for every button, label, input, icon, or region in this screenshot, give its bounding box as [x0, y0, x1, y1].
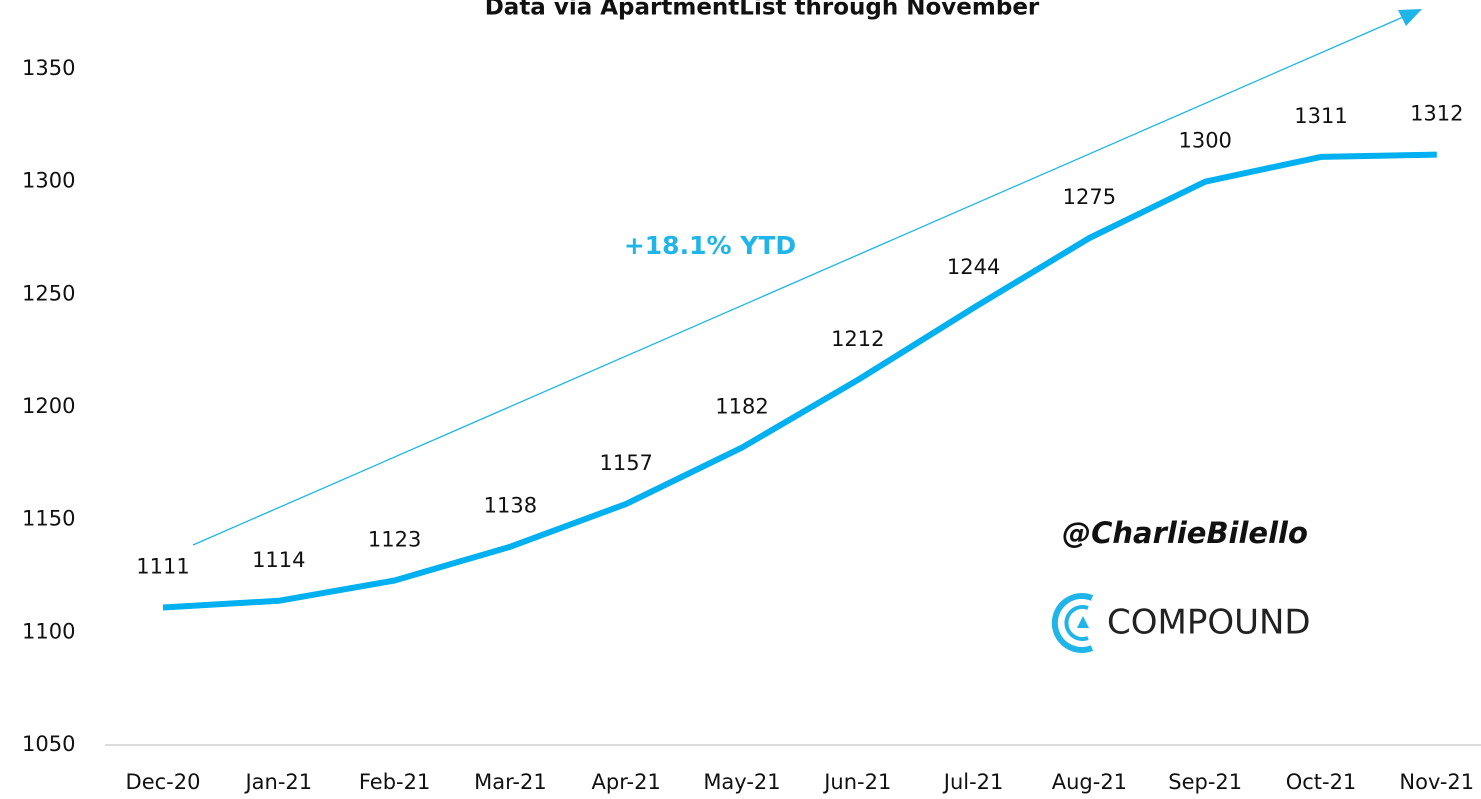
y-tick-label: 1150: [22, 507, 75, 531]
x-tick-label: Apr-21: [592, 770, 661, 794]
data-label: 1311: [1294, 104, 1347, 128]
trend-arrow: [192, 13, 1411, 546]
data-label: 1111: [136, 555, 189, 579]
x-tick-label: Jun-21: [822, 770, 891, 794]
logo-text: COMPOUND: [1107, 603, 1311, 643]
data-label: 1182: [715, 395, 768, 419]
logo-icon: [1051, 593, 1094, 653]
watermark: @CharlieBilello: [1062, 516, 1308, 550]
data-label: 1244: [947, 255, 1000, 279]
y-tick-label: 1200: [22, 394, 75, 418]
arrow-head: [1398, 9, 1422, 26]
y-tick-label: 1350: [22, 56, 75, 80]
x-tick-label: May-21: [703, 770, 780, 794]
data-label: 1275: [1063, 185, 1116, 209]
y-tick-label: 1050: [22, 732, 75, 756]
data-label: 1312: [1410, 102, 1463, 126]
y-tick-label: 1300: [22, 169, 75, 193]
data-label: 1138: [484, 494, 537, 518]
x-tick-label: Aug-21: [1052, 770, 1127, 794]
data-line: [162, 151, 1437, 611]
data-label: 1157: [599, 451, 652, 475]
data-label: 1212: [831, 327, 884, 351]
x-tick-label: Jan-21: [243, 770, 312, 794]
x-tick-label: Jul-21: [942, 770, 1004, 794]
y-tick-label: 1250: [22, 281, 75, 305]
x-tick-label: Sep-21: [1168, 770, 1242, 794]
x-tick-label: Feb-21: [359, 770, 430, 794]
data-label: 1300: [1178, 129, 1231, 153]
chart-subtitle: Data via ApartmentList through November: [485, 0, 1040, 21]
x-tick-label: Oct-21: [1286, 770, 1357, 794]
x-tick-label: Dec-20: [126, 770, 201, 794]
x-tick-label: Mar-21: [474, 770, 547, 794]
y-tick-label: 1100: [22, 619, 75, 643]
data-label: 1123: [368, 528, 421, 552]
x-tick-label: Nov-21: [1399, 770, 1474, 794]
data-label: 1114: [252, 548, 305, 572]
annotation: +18.1% YTD: [624, 231, 796, 260]
